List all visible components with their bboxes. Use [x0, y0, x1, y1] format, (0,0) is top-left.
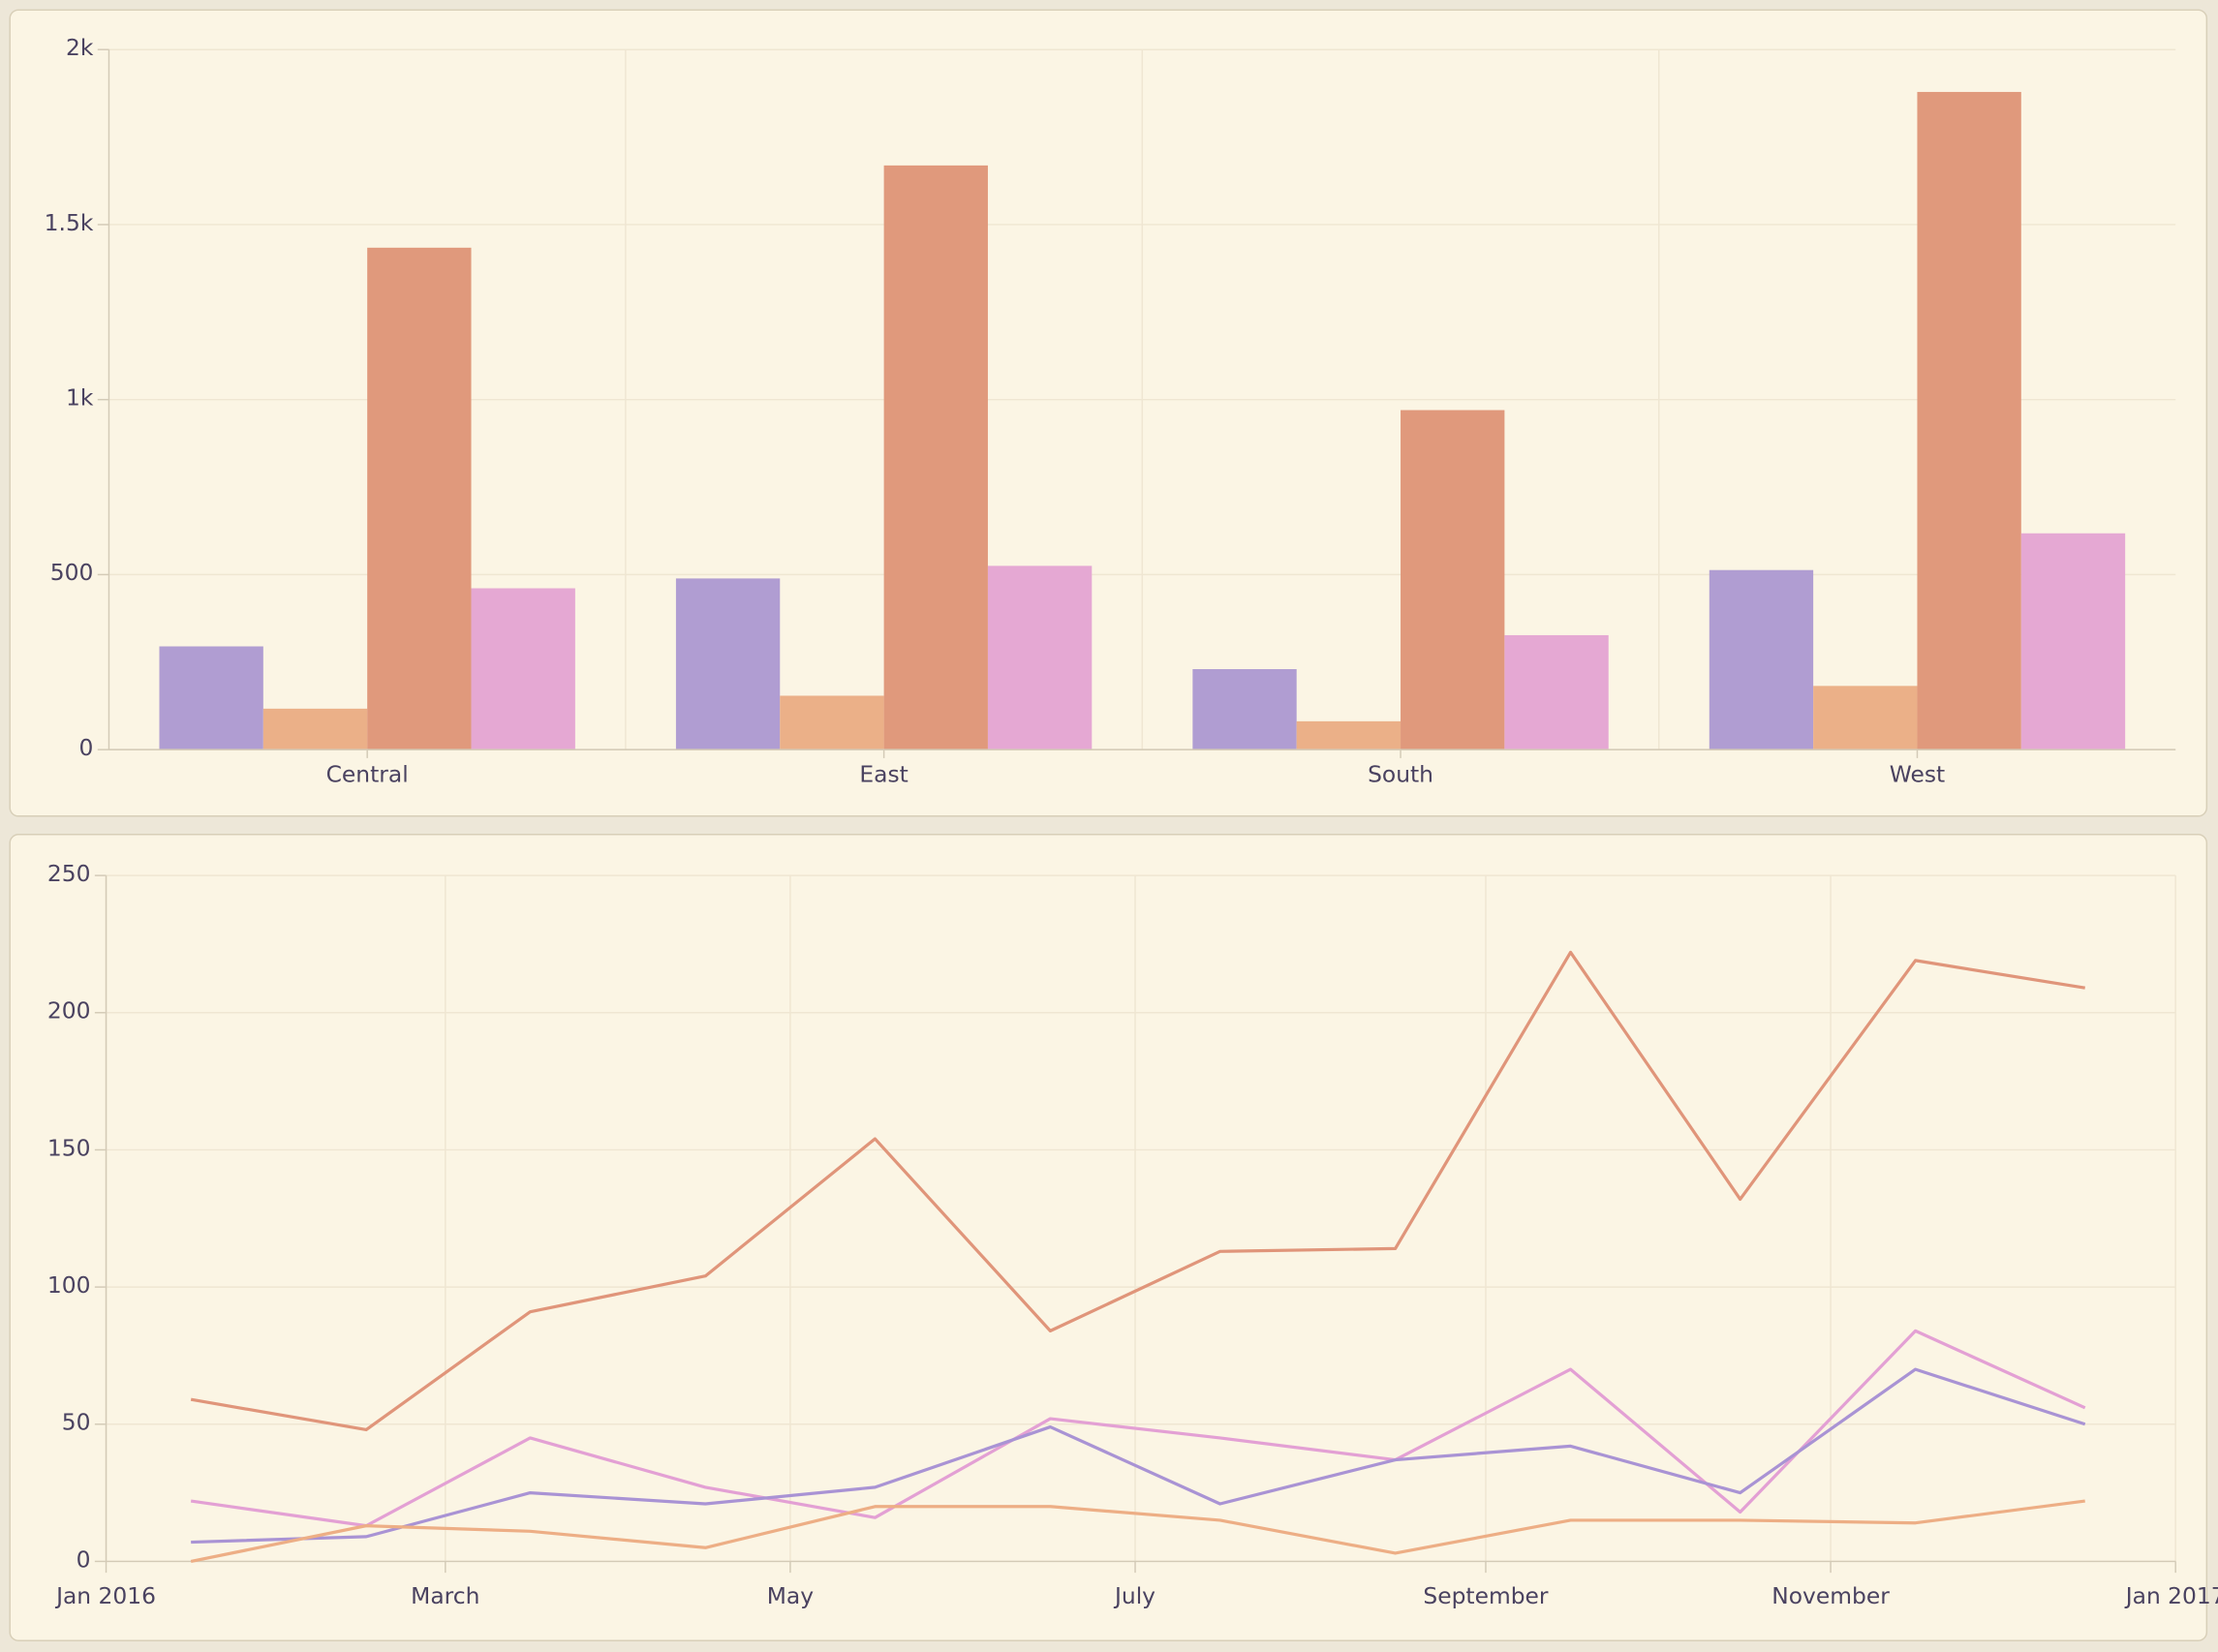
x-tick-label: September	[1423, 1582, 1549, 1609]
bar-central-series-1	[159, 646, 263, 750]
x-tick-label: Central	[326, 761, 409, 788]
y-tick-label: 500	[50, 559, 94, 586]
x-tick-label: July	[1113, 1582, 1155, 1609]
x-tick-label: South	[1368, 761, 1433, 788]
y-tick-label: 2k	[66, 34, 94, 61]
y-tick-label: 150	[47, 1134, 91, 1161]
y-tick-label: 0	[77, 1545, 91, 1573]
x-tick-label: November	[1771, 1582, 1890, 1609]
bar-central-series-4	[471, 588, 575, 750]
bar-east-series-3	[883, 165, 988, 750]
x-tick-label: West	[1890, 761, 1945, 788]
line-series-2	[190, 1329, 2086, 1528]
x-tick-label: Jan 2016	[54, 1582, 156, 1609]
y-tick-label: 100	[47, 1271, 91, 1299]
y-tick-label: 0	[79, 734, 94, 761]
bar-south-series-1	[1192, 668, 1297, 750]
line-series-3	[191, 1367, 2086, 1545]
y-tick-label: 200	[47, 997, 91, 1025]
y-tick-label: 50	[62, 1409, 91, 1436]
bar-central-series-2	[262, 708, 368, 750]
bar-west-series-2	[1813, 686, 1918, 750]
y-tick-label: 250	[47, 860, 91, 887]
y-tick-label: 1.5k	[45, 209, 94, 236]
x-tick-label: May	[767, 1582, 814, 1609]
bar-chart: 0 500 1k 1.5k 2k Central East South West	[45, 34, 2176, 788]
bar-east-series-2	[780, 695, 884, 750]
bar-south-series-3	[1401, 410, 1505, 750]
bar-south-series-4	[1504, 634, 1609, 750]
line-chart-panel	[9, 834, 2208, 1641]
x-tick-label: Jan 2017	[2124, 1582, 2218, 1609]
bar-west-series-4	[2020, 533, 2126, 750]
x-tick-label: East	[859, 761, 908, 788]
bar-west-series-3	[1917, 91, 2021, 750]
y-tick-label: 1k	[66, 384, 94, 412]
bar-east-series-1	[675, 578, 781, 750]
line-chart: 0 50 100 150 200 250 Jan 2016 March May July Septe…	[47, 860, 2218, 1609]
line-series-4	[190, 1499, 2085, 1564]
bar-east-series-4	[987, 566, 1093, 750]
x-tick-label: March	[411, 1582, 479, 1609]
line-series-1	[190, 950, 2085, 1432]
bar-west-series-1	[1709, 569, 1814, 750]
bar-central-series-3	[367, 247, 472, 750]
bar-south-series-2	[1296, 720, 1402, 750]
